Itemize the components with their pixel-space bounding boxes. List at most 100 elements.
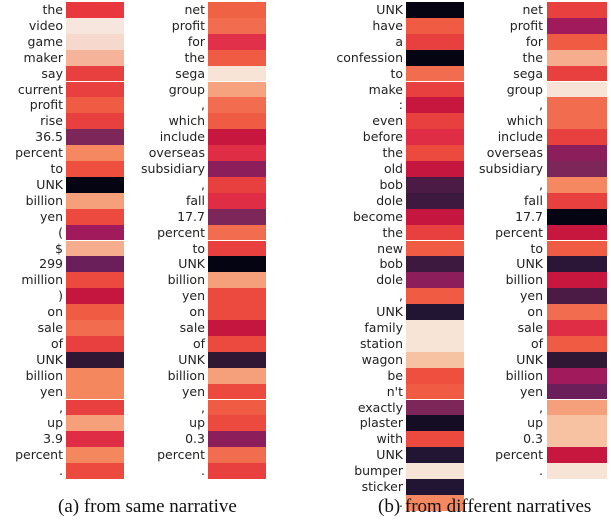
token-label: UNK (376, 304, 403, 320)
token-label: for (525, 33, 543, 49)
attention-cell (547, 288, 607, 305)
token-label: fall (185, 192, 205, 208)
token-row: percent (480, 447, 607, 464)
token-row: dole (340, 272, 464, 289)
token-row: dole (340, 192, 464, 209)
token-row: have (340, 17, 464, 34)
token-row: on (142, 304, 266, 320)
token-row: , (142, 176, 266, 193)
attention-cell (547, 256, 607, 273)
token-row: profit (142, 17, 266, 34)
token-row: new (340, 240, 464, 257)
token-row: profit (0, 97, 124, 114)
token-label: . (59, 463, 63, 479)
token-row: UNK (340, 447, 464, 464)
attention-cell (406, 479, 464, 495)
token-row: make (340, 81, 464, 98)
token-label: 17.7 (515, 208, 543, 224)
attention-cell (208, 113, 266, 130)
token-row: 0.3 (142, 431, 266, 448)
token-label: which (168, 113, 205, 129)
token-label: billion (25, 192, 63, 208)
attention-cell (547, 431, 607, 448)
token-label: on (527, 304, 543, 320)
token-label: , (539, 176, 543, 192)
token-row: percent (142, 224, 266, 241)
attention-cell (547, 2, 607, 18)
token-row: group (142, 81, 266, 98)
token-row: . (0, 463, 124, 479)
attention-cell (547, 208, 607, 225)
attention-cell (208, 304, 266, 320)
token-row: billion (142, 272, 266, 289)
attention-cell (547, 383, 607, 400)
token-label: include (159, 129, 205, 145)
token-label: to (530, 240, 543, 256)
token-label: yen (519, 288, 543, 304)
attention-cell (66, 463, 124, 479)
token-label: to (390, 65, 403, 81)
token-label: sale (517, 320, 543, 335)
attention-cell (208, 145, 266, 161)
token-row: UNK (480, 256, 607, 273)
token-label: bob (379, 256, 403, 272)
attention-cell (208, 208, 266, 225)
token-label: , (539, 399, 543, 415)
token-label: UNK (516, 351, 543, 367)
token-row: yen (142, 383, 266, 400)
token-label: maker (23, 49, 63, 65)
attention-cell (208, 49, 266, 66)
attention-cell (66, 256, 124, 273)
token-row: for (142, 33, 266, 50)
token-label: exactly (357, 399, 403, 415)
token-label: group (506, 81, 543, 97)
token-row: the (340, 224, 464, 241)
token-label: UNK (36, 351, 63, 367)
token-row: UNK (0, 176, 124, 193)
token-label: make (368, 81, 403, 97)
token-row: game (0, 33, 124, 50)
token-row: the (0, 2, 124, 18)
token-row: percent (480, 224, 607, 241)
token-row: the (340, 145, 464, 161)
token-label: net (184, 2, 205, 17)
attention-cell (547, 65, 607, 82)
attention-cell (66, 447, 124, 464)
token-row: up (142, 415, 266, 432)
token-row: say (0, 65, 124, 82)
attention-cell (66, 335, 124, 352)
token-label: 299 (39, 256, 63, 272)
attention-cell (66, 224, 124, 241)
token-row: profit (480, 17, 607, 34)
attention-cell (208, 65, 266, 82)
attention-cell (406, 113, 464, 130)
attention-cell (406, 304, 464, 320)
token-row: bob (340, 176, 464, 193)
attention-cell (547, 113, 607, 130)
token-row: group (480, 81, 607, 98)
attention-cell (547, 17, 607, 34)
token-row: billion (480, 272, 607, 289)
token-row: ) (0, 288, 124, 305)
attention-cell (66, 81, 124, 98)
attention-cell (208, 161, 266, 177)
token-label: say (41, 65, 63, 81)
attention-cell (406, 49, 464, 66)
attention-cell (547, 97, 607, 114)
token-label: ( (58, 224, 63, 240)
token-row: fall (480, 192, 607, 209)
attention-cell (208, 256, 266, 273)
token-row: , (0, 399, 124, 416)
attention-cell (66, 383, 124, 400)
attention-cell (66, 176, 124, 193)
token-label: UNK (178, 351, 205, 367)
token-row: UNK (340, 2, 464, 18)
token-row: include (142, 129, 266, 146)
token-row: plaster (340, 415, 464, 432)
token-label: group (168, 81, 205, 97)
token-row: wagon (340, 351, 464, 368)
attention-cell (406, 335, 464, 352)
attention-cell (406, 17, 464, 34)
token-row: sale (142, 320, 266, 336)
token-row: ( (0, 224, 124, 241)
